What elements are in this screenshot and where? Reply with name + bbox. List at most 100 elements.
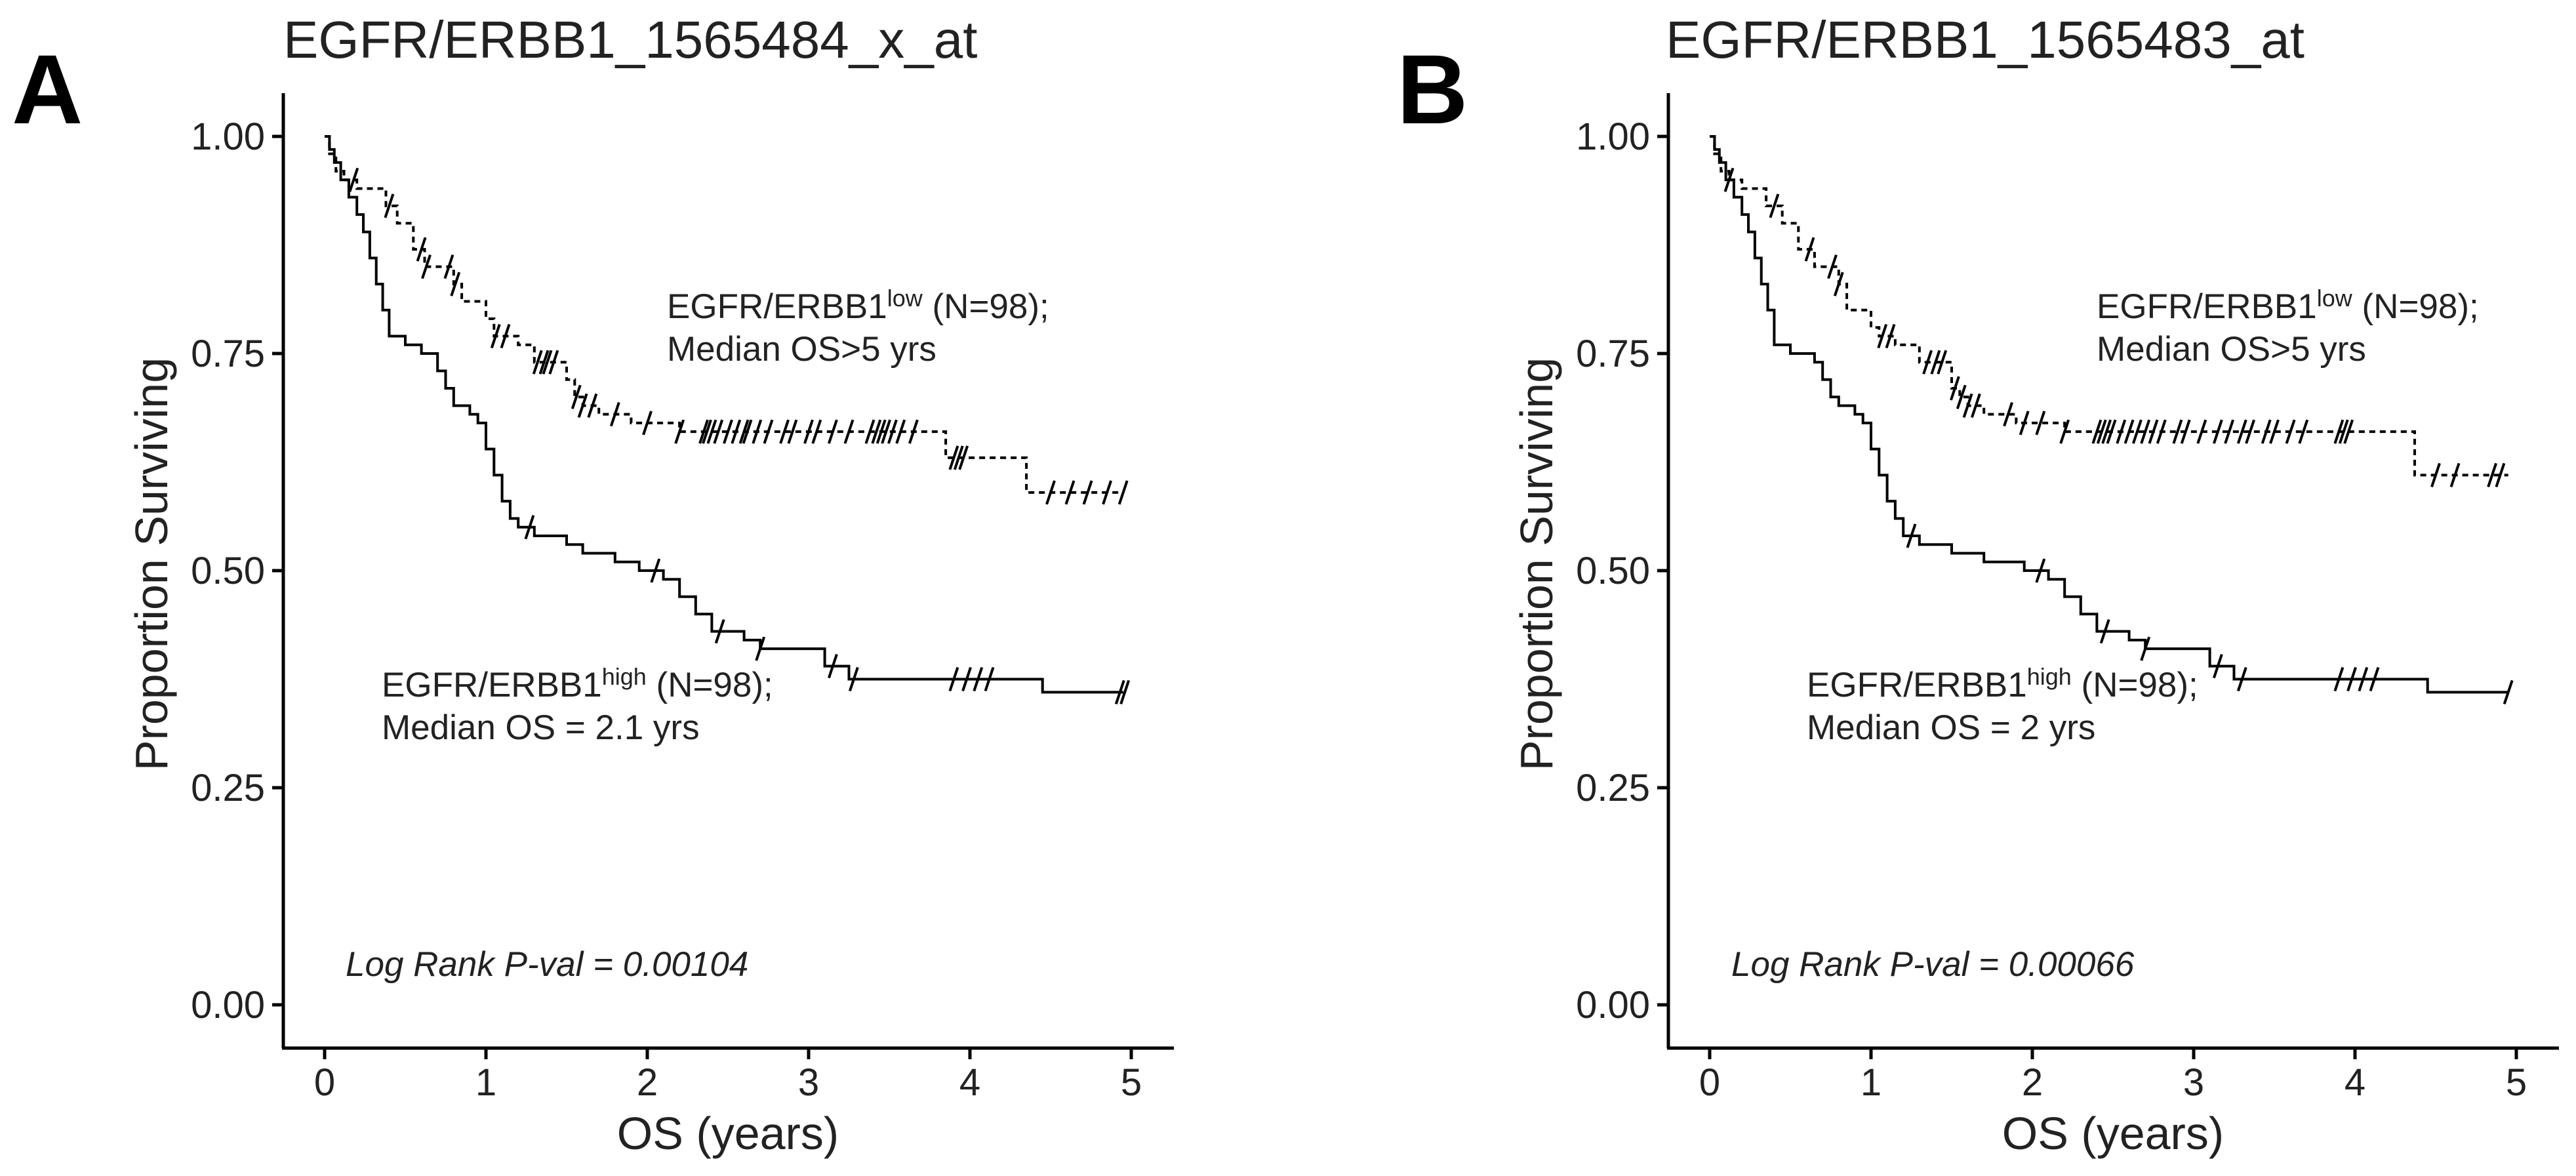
panel-a-censor-mark-high [948, 666, 959, 692]
panel-a-censor-mark-low [698, 419, 709, 444]
panel-b-y-tick-label: 0.25 [1576, 767, 1650, 809]
panel-b-low-label: EGFR/ERBB1low (N=98); [2097, 285, 2479, 326]
panel-a-censor-mark-low [752, 419, 763, 444]
panel-b-y-tick-label: 0.75 [1576, 333, 1650, 375]
panel-b-censor-mark-low [1723, 167, 1735, 192]
panel-b-censor-mark-high [2358, 666, 2369, 692]
panel-b-x-tick-label: 3 [2183, 1061, 2204, 1104]
panel-b-censor-mark-high [2140, 636, 2151, 661]
panel-b-censor-mark-low [2003, 402, 2013, 427]
panel-a-x-axis-title: OS (years) [617, 1108, 839, 1159]
panel-b-high-name: EGFR/ERBB1 [1807, 666, 2027, 704]
panel-b-censor-mark-low [2148, 419, 2159, 444]
panel-b-km-curve-low [1710, 135, 2508, 477]
panel-b-censor-mark-low [2338, 419, 2349, 444]
panel-a-censor-mark-low [738, 419, 750, 444]
panel-b-y-tick-label: 0.50 [1576, 550, 1650, 592]
panel-a-high-median: Median OS = 2.1 yrs [382, 708, 700, 747]
panel-b-censor-mark-low [2106, 419, 2117, 444]
panel-a-censor-mark-low [803, 419, 814, 444]
panel-a-censor-mark-low [1045, 480, 1056, 505]
panel-a-censor-mark-low [674, 419, 685, 444]
panel-b-low-n: (N=98); [2352, 287, 2479, 326]
panel-a-series [325, 135, 1131, 704]
panel-a-censor-mark-low [416, 237, 427, 262]
panel-b-censor-mark-low [2430, 462, 2441, 487]
panel-a-ticks [272, 134, 1133, 1059]
panel-a-censor-mark-low [763, 419, 774, 444]
panel-a-censor-mark-low [958, 445, 969, 470]
panel-b-censor-mark-low [2059, 419, 2070, 444]
panel-a-censor-mark-low [828, 419, 838, 444]
panel-b-censor-mark-low [1885, 323, 1896, 349]
panel-b-censor-mark-low [2123, 419, 2135, 444]
panel-a-censor-mark-low [713, 419, 724, 444]
panel-a-censor-mark-low [706, 419, 717, 444]
panel-a-high-label: EGFR/ERBB1high (N=98); [382, 663, 773, 704]
panel-a-censor-mark-low [348, 167, 359, 192]
panel-a-low-name: EGFR/ERBB1 [667, 287, 887, 326]
panel-a-tick-labels: 0 1 2 3 4 5 0.00 0.25 0.50 0.75 1.00 [191, 115, 1142, 1104]
panel-b-high-label: EGFR/ERBB1high (N=98); [1807, 663, 2198, 704]
panel-a-censor-mark-high [828, 654, 838, 679]
panel-a-x-tick-label: 3 [798, 1061, 819, 1104]
panel-a-title: EGFR/ERBB1_1565484_x_at [283, 10, 977, 69]
panel-a-censor-mark-high [984, 666, 995, 692]
panel-a-censor-mark-low [881, 419, 891, 444]
panel-a-x-tick-label: 4 [959, 1061, 980, 1104]
panel-b-x-tick-label: 0 [1699, 1061, 1720, 1104]
panel-a-censor-mark-low [1117, 480, 1129, 505]
panel-b-low-name: EGFR/ERBB1 [2097, 287, 2317, 326]
panel-b-censor-mark-low [2172, 419, 2183, 444]
panel-a-y-tick-label: 1.00 [191, 115, 265, 158]
panel-b-censor-mark-low [1956, 384, 1967, 409]
panel-b-censor-mark-high [2503, 679, 2514, 704]
panel-b-censor-mark-low [2132, 419, 2143, 444]
panel-a-censor-mark-high [961, 666, 972, 692]
panel-a-censor-mark-low [908, 419, 919, 444]
panel-b-censor-mark-low [2180, 419, 2191, 444]
panel-a-censor-mark-low [742, 419, 753, 444]
panel-b-censor-mark-low [2298, 419, 2309, 444]
panel-b-censor-mark-low [2245, 419, 2255, 444]
panel-a-censor-mark-low [887, 419, 898, 444]
panel-a-censor-mark-low [571, 384, 582, 409]
panel-b-censor-mark-low [2333, 419, 2345, 444]
panel-a-censor-mark-low [1102, 480, 1112, 505]
panel-a-censor-mark-low [443, 254, 454, 279]
panel-b: B EGFR/ERBB1_1565483_at Proportion Survi… [1397, 10, 2559, 1159]
panel-a-y-tick-label: 0.00 [191, 984, 265, 1026]
panel-a-censor-mark-low [532, 350, 543, 375]
panel-a-censor-mark-low [731, 419, 742, 444]
panel-b-censor-mark-low [1971, 393, 1981, 418]
panel-a-censor-mark-low [548, 350, 559, 375]
panel-a-y-tick-label: 0.75 [191, 333, 265, 375]
panel-b-censor-mark-low [1769, 193, 1780, 218]
panel-a-x-tick-label: 0 [314, 1061, 335, 1104]
panel-a-censor-mark-low [811, 419, 822, 444]
panel-a-censor-mark-low [875, 419, 887, 444]
panel-b-ticks [1657, 134, 2518, 1059]
panel-a-censor-mark-low [787, 419, 798, 444]
panel-b-censor-mark-low [2035, 411, 2046, 436]
panel-b-km-curve-high [1710, 135, 2508, 694]
panel-a-censor-mark-low [538, 350, 550, 375]
panel-a-censor-mark-low [609, 402, 620, 427]
panel-a-censor-mark-low [1082, 480, 1093, 505]
panel-a-censor-mark-low [779, 419, 790, 444]
panel-a-low-label: EGFR/ERBB1low (N=98); [667, 285, 1049, 326]
panel-a-censor-mark-low [490, 323, 501, 349]
panel-a-low-sup: low [887, 285, 923, 312]
panel-b-censor-mark-low [2487, 462, 2497, 487]
panel-b-series [1710, 135, 2514, 704]
panel-b-censor-mark-low [2236, 419, 2247, 444]
panel-b-x-tick-label: 1 [1861, 1061, 1882, 1104]
panel-a-censor-mark-low [577, 393, 588, 418]
panel-b-censor-mark-high [1906, 523, 1917, 548]
panel-a-censor-mark-low [1064, 480, 1076, 505]
panel-b-x-axis-title: OS (years) [2002, 1108, 2224, 1159]
panel-b-x-tick-label: 5 [2506, 1061, 2527, 1104]
panel-b-censor-mark-low [2116, 419, 2127, 444]
panel-b-censor-mark-low [1804, 237, 1815, 262]
